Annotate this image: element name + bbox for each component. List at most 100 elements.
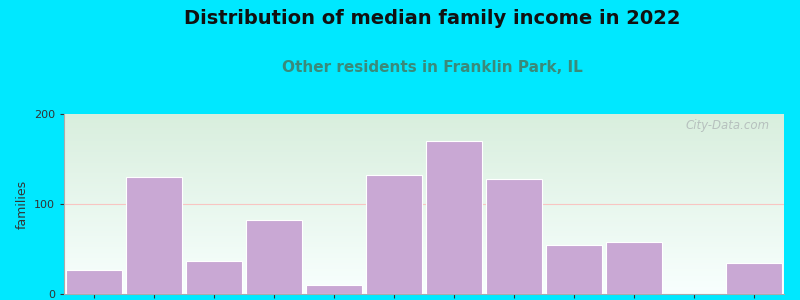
Bar: [64, 136, 784, 137]
Bar: [64, 281, 784, 283]
Bar: [64, 139, 784, 141]
Bar: [64, 121, 784, 123]
Bar: [64, 118, 784, 119]
Bar: [64, 247, 784, 249]
Bar: [64, 260, 784, 262]
Bar: [64, 213, 784, 215]
Bar: [726, 262, 782, 294]
Bar: [306, 285, 362, 294]
Bar: [64, 170, 784, 172]
Bar: [64, 146, 784, 148]
Bar: [64, 287, 784, 289]
Bar: [64, 265, 784, 267]
Bar: [64, 220, 784, 222]
Bar: [64, 285, 784, 287]
Bar: [64, 172, 784, 173]
Bar: [426, 141, 482, 294]
Bar: [64, 227, 784, 229]
Bar: [126, 177, 182, 294]
Bar: [64, 256, 784, 258]
Bar: [64, 263, 784, 265]
Bar: [64, 141, 784, 143]
Bar: [64, 134, 784, 136]
Bar: [64, 276, 784, 278]
Text: Distribution of median family income in 2022: Distribution of median family income in …: [184, 9, 680, 28]
Bar: [64, 269, 784, 271]
Bar: [64, 193, 784, 195]
Bar: [64, 161, 784, 163]
Bar: [64, 166, 784, 168]
Bar: [64, 204, 784, 206]
Bar: [64, 200, 784, 202]
Bar: [64, 244, 784, 245]
Bar: [64, 116, 784, 118]
Bar: [64, 125, 784, 127]
Bar: [64, 238, 784, 240]
Bar: [64, 123, 784, 125]
Bar: [64, 229, 784, 231]
Bar: [64, 253, 784, 254]
Bar: [64, 188, 784, 190]
Bar: [64, 258, 784, 260]
Bar: [64, 127, 784, 128]
Bar: [64, 155, 784, 157]
Bar: [64, 242, 784, 244]
Bar: [64, 274, 784, 276]
Bar: [64, 271, 784, 272]
Bar: [546, 244, 602, 294]
Bar: [64, 254, 784, 256]
Text: Other residents in Franklin Park, IL: Other residents in Franklin Park, IL: [282, 60, 582, 75]
Bar: [64, 215, 784, 217]
Bar: [64, 235, 784, 236]
Bar: [64, 128, 784, 130]
Bar: [606, 242, 662, 294]
Bar: [64, 186, 784, 188]
Bar: [64, 211, 784, 213]
Bar: [64, 163, 784, 164]
Bar: [64, 150, 784, 152]
Bar: [64, 132, 784, 134]
Bar: [64, 208, 784, 209]
Bar: [64, 137, 784, 139]
Bar: [64, 218, 784, 220]
Bar: [64, 177, 784, 179]
Bar: [64, 206, 784, 208]
Bar: [64, 202, 784, 204]
Bar: [64, 289, 784, 290]
Bar: [64, 154, 784, 155]
Bar: [64, 245, 784, 247]
Bar: [64, 278, 784, 280]
Bar: [366, 175, 422, 294]
Bar: [64, 222, 784, 224]
Bar: [64, 168, 784, 170]
Bar: [64, 182, 784, 184]
Bar: [64, 190, 784, 191]
Bar: [64, 226, 784, 227]
Y-axis label: families: families: [15, 179, 28, 229]
Bar: [64, 272, 784, 274]
Bar: [64, 217, 784, 218]
Bar: [64, 148, 784, 150]
Bar: [64, 209, 784, 211]
Bar: [64, 173, 784, 175]
Bar: [64, 181, 784, 182]
Bar: [64, 195, 784, 197]
Bar: [66, 270, 122, 294]
Bar: [64, 143, 784, 145]
Bar: [64, 262, 784, 263]
Bar: [64, 280, 784, 281]
Bar: [64, 191, 784, 193]
Bar: [64, 236, 784, 238]
Bar: [64, 145, 784, 146]
Bar: [64, 251, 784, 253]
Bar: [64, 231, 784, 233]
Bar: [64, 233, 784, 235]
Bar: [64, 152, 784, 154]
Bar: [64, 267, 784, 269]
Bar: [64, 224, 784, 226]
Bar: [186, 261, 242, 294]
Bar: [64, 157, 784, 159]
Bar: [64, 164, 784, 166]
Bar: [64, 175, 784, 177]
Bar: [246, 220, 302, 294]
